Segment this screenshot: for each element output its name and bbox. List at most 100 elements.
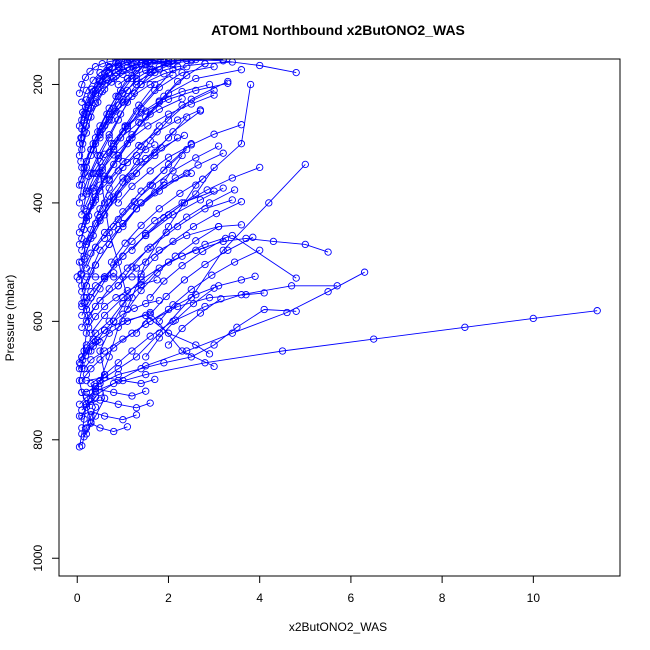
data-point	[119, 163, 127, 172]
plot-series-group	[73, 59, 601, 451]
data-point	[100, 199, 109, 207]
data-point	[96, 424, 104, 432]
series-line	[81, 69, 242, 239]
series-61	[119, 149, 227, 231]
series-53	[87, 71, 177, 154]
data-point	[370, 335, 378, 343]
data-point	[228, 196, 236, 204]
data-point	[78, 388, 86, 397]
data-point	[105, 184, 113, 192]
data-point	[171, 252, 179, 260]
data-point	[123, 158, 132, 167]
data-point	[91, 219, 100, 228]
data-point	[137, 187, 145, 195]
data-point	[256, 61, 264, 70]
data-point	[100, 275, 109, 283]
data-point	[137, 59, 145, 64]
series-line	[81, 314, 210, 358]
data-point	[265, 199, 273, 207]
data-point	[230, 258, 239, 266]
data-point	[205, 350, 214, 358]
x-axis-label: x2ButONO2_WAS	[289, 620, 387, 634]
data-point	[151, 141, 159, 149]
series-line	[81, 271, 365, 411]
data-point	[80, 298, 88, 307]
data-point	[142, 353, 150, 361]
data-point	[246, 80, 255, 89]
data-point	[94, 211, 102, 219]
data-point	[126, 59, 134, 64]
series-line	[97, 135, 185, 216]
data-point	[164, 134, 173, 142]
data-point	[142, 387, 150, 395]
series-16	[82, 196, 236, 325]
data-point	[142, 61, 150, 69]
data-point	[91, 312, 100, 321]
data-point	[75, 240, 84, 249]
data-point	[128, 134, 136, 142]
data-point	[119, 376, 127, 385]
series-line	[88, 94, 215, 192]
data-point	[119, 222, 127, 231]
data-point	[78, 412, 86, 420]
series-79	[75, 141, 159, 249]
series-58	[84, 91, 218, 195]
series-line	[81, 63, 206, 227]
data-point	[114, 215, 122, 224]
data-point	[187, 100, 195, 108]
data-point	[91, 261, 100, 269]
data-point	[132, 205, 141, 213]
data-point	[146, 167, 154, 175]
data-point	[100, 234, 109, 243]
data-point	[162, 228, 170, 237]
data-point	[162, 292, 170, 301]
data-point	[75, 412, 84, 420]
data-point	[82, 430, 91, 438]
data-point	[132, 404, 141, 412]
data-point	[119, 95, 127, 103]
data-point	[155, 63, 163, 71]
data-point	[192, 246, 200, 254]
data-point	[128, 329, 136, 337]
data-point	[210, 284, 218, 292]
series-line	[79, 311, 215, 367]
data-point	[119, 219, 127, 228]
data-point	[187, 169, 195, 177]
data-point	[137, 273, 145, 281]
data-point	[169, 128, 177, 136]
data-point	[119, 294, 127, 302]
data-point	[94, 85, 102, 93]
data-point	[91, 243, 100, 251]
data-point	[135, 141, 143, 150]
data-point	[169, 167, 177, 175]
data-point	[126, 135, 134, 144]
data-point	[77, 360, 85, 368]
series-line	[95, 66, 187, 139]
series-7	[75, 307, 601, 408]
data-point	[593, 307, 601, 315]
series-line	[81, 224, 242, 328]
data-point	[78, 288, 86, 296]
series-line	[86, 399, 151, 409]
data-point	[82, 376, 91, 385]
series-83	[96, 59, 159, 77]
series-line	[99, 59, 155, 74]
y-axis-label: Pressure (mbar)	[3, 275, 17, 362]
data-point	[192, 341, 200, 349]
data-point	[78, 181, 86, 189]
data-point	[119, 70, 127, 79]
data-point	[110, 160, 118, 169]
series-56	[89, 95, 186, 177]
data-point	[217, 295, 225, 303]
data-point	[100, 311, 109, 320]
data-point	[87, 97, 95, 105]
data-point	[112, 294, 120, 302]
data-point	[142, 231, 150, 240]
chart-title: ATOM1 Northbound x2ButONO2_WAS	[211, 22, 465, 38]
data-point	[91, 302, 100, 311]
data-point	[201, 60, 209, 68]
data-point	[80, 205, 88, 213]
series-line	[127, 226, 219, 310]
data-point	[203, 186, 211, 194]
series-line	[83, 63, 142, 115]
